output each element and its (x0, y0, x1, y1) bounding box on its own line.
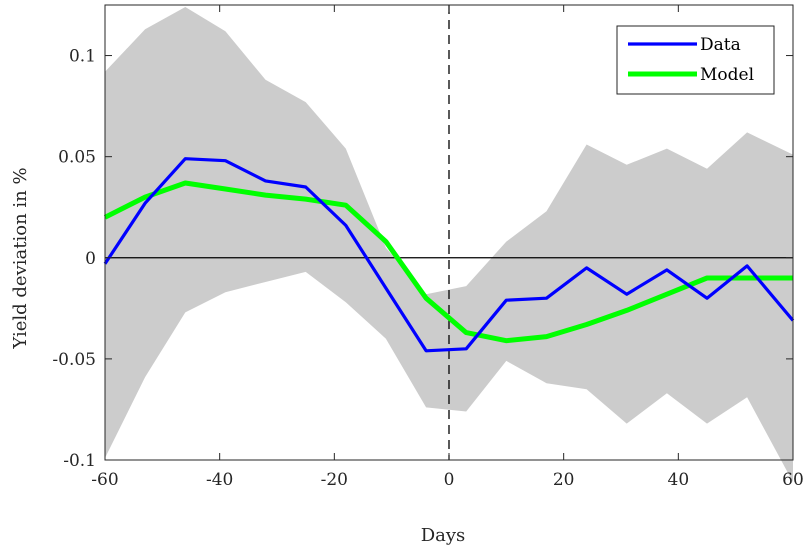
y-tick-label: 0.05 (58, 148, 96, 168)
y-tick-label: 0 (85, 249, 96, 269)
legend-label-model: Model (700, 65, 754, 85)
x-tick-label: -60 (91, 470, 118, 490)
y-tick-label: -0.05 (52, 350, 96, 370)
legend: Data Model (616, 25, 775, 95)
x-tick-label: 0 (444, 470, 455, 490)
legend-box (616, 25, 775, 95)
confidence-band (105, 7, 793, 483)
reference-lines (105, 5, 793, 460)
x-tick-label: 60 (782, 470, 804, 490)
y-tick-label: 0.1 (69, 47, 96, 67)
x-tick-label: -40 (206, 470, 233, 490)
x-axis-title: Days (421, 525, 466, 546)
confidence-band-layer (105, 7, 793, 483)
x-tick-label: 20 (553, 470, 575, 490)
series-line-data (103, 157, 795, 353)
series-layer (103, 157, 795, 353)
x-tick-label: -20 (321, 470, 348, 490)
x-tick-label: 40 (668, 470, 690, 490)
y-tick-label: -0.1 (63, 451, 96, 471)
series-line-model (103, 180, 793, 344)
ticks: -60 -40 -20 0 20 40 60 -0.1 -0.05 0 0.05 0.1 (52, 5, 804, 490)
y-axis-title: Yield deviation in % (10, 167, 31, 349)
legend-label-data: Data (700, 35, 741, 55)
